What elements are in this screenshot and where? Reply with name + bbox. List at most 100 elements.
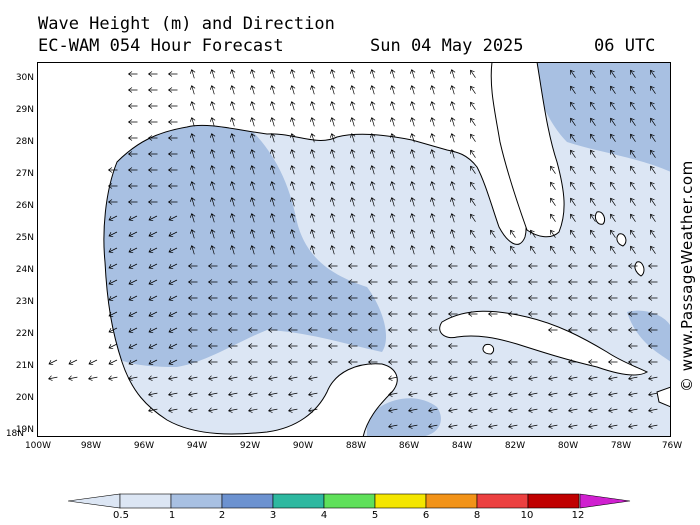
wave-arrow bbox=[148, 247, 158, 254]
wave-arrow bbox=[628, 423, 638, 429]
wave-arrow bbox=[369, 85, 376, 95]
wave-arrow bbox=[267, 311, 278, 317]
bahamas-island bbox=[594, 211, 606, 225]
wave-arrow bbox=[147, 151, 158, 157]
wave-arrow bbox=[247, 343, 258, 349]
wave-arrow bbox=[128, 231, 138, 238]
wave-arrow bbox=[229, 213, 236, 223]
wave-arrow bbox=[127, 71, 138, 77]
wave-arrow bbox=[289, 245, 296, 255]
wave-arrow bbox=[488, 407, 498, 413]
wave-arrow bbox=[207, 279, 218, 285]
wave-arrow bbox=[488, 391, 498, 397]
wave-arrow bbox=[387, 343, 398, 349]
wave-arrow bbox=[490, 245, 496, 254]
wave-arrow bbox=[427, 263, 438, 269]
wave-arrow bbox=[148, 407, 158, 413]
wave-arrow bbox=[168, 231, 178, 238]
wave-arrow bbox=[627, 327, 638, 333]
wave-arrow bbox=[427, 343, 438, 349]
wave-arrow bbox=[409, 197, 416, 207]
wave-arrow bbox=[127, 119, 138, 125]
wave-arrow bbox=[227, 263, 238, 269]
wave-arrow bbox=[188, 375, 198, 381]
wave-arrow bbox=[349, 165, 356, 175]
wave-arrow bbox=[349, 85, 356, 95]
wave-arrow bbox=[148, 375, 158, 381]
wave-zone-western-gulf bbox=[98, 109, 387, 367]
wave-arrow bbox=[127, 151, 138, 157]
wave-arrow bbox=[127, 103, 138, 109]
lat-label: 22N bbox=[15, 329, 34, 339]
wave-arrow bbox=[448, 423, 458, 429]
wave-arrow bbox=[387, 295, 398, 301]
lat-label: 27N bbox=[15, 169, 34, 179]
wave-arrow bbox=[148, 231, 158, 238]
wave-arrow bbox=[108, 343, 118, 350]
wave-arrow bbox=[389, 117, 396, 127]
wave-arrow bbox=[630, 117, 636, 126]
wave-arrow bbox=[610, 197, 616, 206]
wave-arrow bbox=[349, 117, 356, 127]
wave-arrow bbox=[168, 359, 178, 366]
wave-arrow bbox=[388, 375, 398, 381]
wave-arrow bbox=[209, 181, 216, 191]
wave-arrow bbox=[227, 295, 238, 301]
wave-arrow bbox=[470, 101, 476, 110]
wave-arrow bbox=[229, 85, 236, 95]
wave-arrow bbox=[128, 263, 138, 270]
wave-arrow bbox=[610, 85, 616, 94]
lon-label: 94W bbox=[186, 441, 208, 451]
wave-arrow bbox=[307, 327, 318, 333]
wave-arrow bbox=[447, 343, 458, 349]
wave-arrow bbox=[228, 407, 238, 413]
wave-arrow bbox=[287, 359, 298, 365]
wave-arrow bbox=[389, 69, 396, 79]
wave-arrow bbox=[610, 181, 616, 190]
wave-arrow bbox=[587, 295, 598, 301]
wave-arrow bbox=[630, 149, 636, 158]
wave-arrow bbox=[189, 85, 196, 95]
wave-arrow bbox=[268, 375, 278, 381]
wave-arrow bbox=[630, 245, 636, 254]
wave-arrow bbox=[388, 407, 398, 413]
wave-arrow bbox=[108, 359, 118, 366]
wave-arrow bbox=[269, 133, 276, 143]
wave-arrow bbox=[527, 311, 538, 317]
wave-arrow bbox=[567, 295, 578, 301]
wave-arrow bbox=[449, 181, 456, 191]
wave-arrow bbox=[610, 133, 616, 142]
wave-arrow bbox=[229, 229, 236, 239]
wave-arrow bbox=[427, 295, 438, 301]
wave-arrow bbox=[329, 197, 336, 207]
wave-arrow bbox=[148, 263, 158, 270]
wave-arrow bbox=[548, 391, 558, 397]
wave-arrow bbox=[427, 279, 438, 285]
wave-arrow bbox=[168, 391, 178, 397]
wave-arrow bbox=[550, 197, 556, 206]
wave-arrow bbox=[590, 149, 596, 158]
wave-arrow bbox=[369, 245, 376, 255]
wave-arrow bbox=[367, 279, 378, 285]
wave-arrow bbox=[570, 165, 576, 174]
wave-arrow bbox=[468, 375, 478, 381]
wave-arrow bbox=[570, 101, 576, 110]
wave-arrow bbox=[568, 423, 578, 429]
wave-arrow bbox=[227, 311, 238, 317]
wave-arrow bbox=[347, 359, 358, 365]
color-scale-bar bbox=[68, 493, 631, 509]
wave-arrow bbox=[547, 359, 558, 365]
lat-label: 29N bbox=[15, 105, 34, 115]
wave-arrow bbox=[229, 117, 236, 127]
wave-arrow bbox=[570, 133, 576, 142]
wave-arrow bbox=[470, 133, 476, 142]
wave-arrow bbox=[427, 359, 438, 365]
wave-arrow bbox=[227, 279, 238, 285]
wave-arrow bbox=[389, 181, 396, 191]
wave-arrow bbox=[229, 149, 236, 159]
wave-arrow bbox=[329, 117, 336, 127]
wave-arrow bbox=[528, 423, 538, 429]
wave-arrow bbox=[369, 101, 376, 111]
wave-arrow bbox=[167, 103, 178, 109]
lat-label: 21N bbox=[15, 361, 34, 371]
